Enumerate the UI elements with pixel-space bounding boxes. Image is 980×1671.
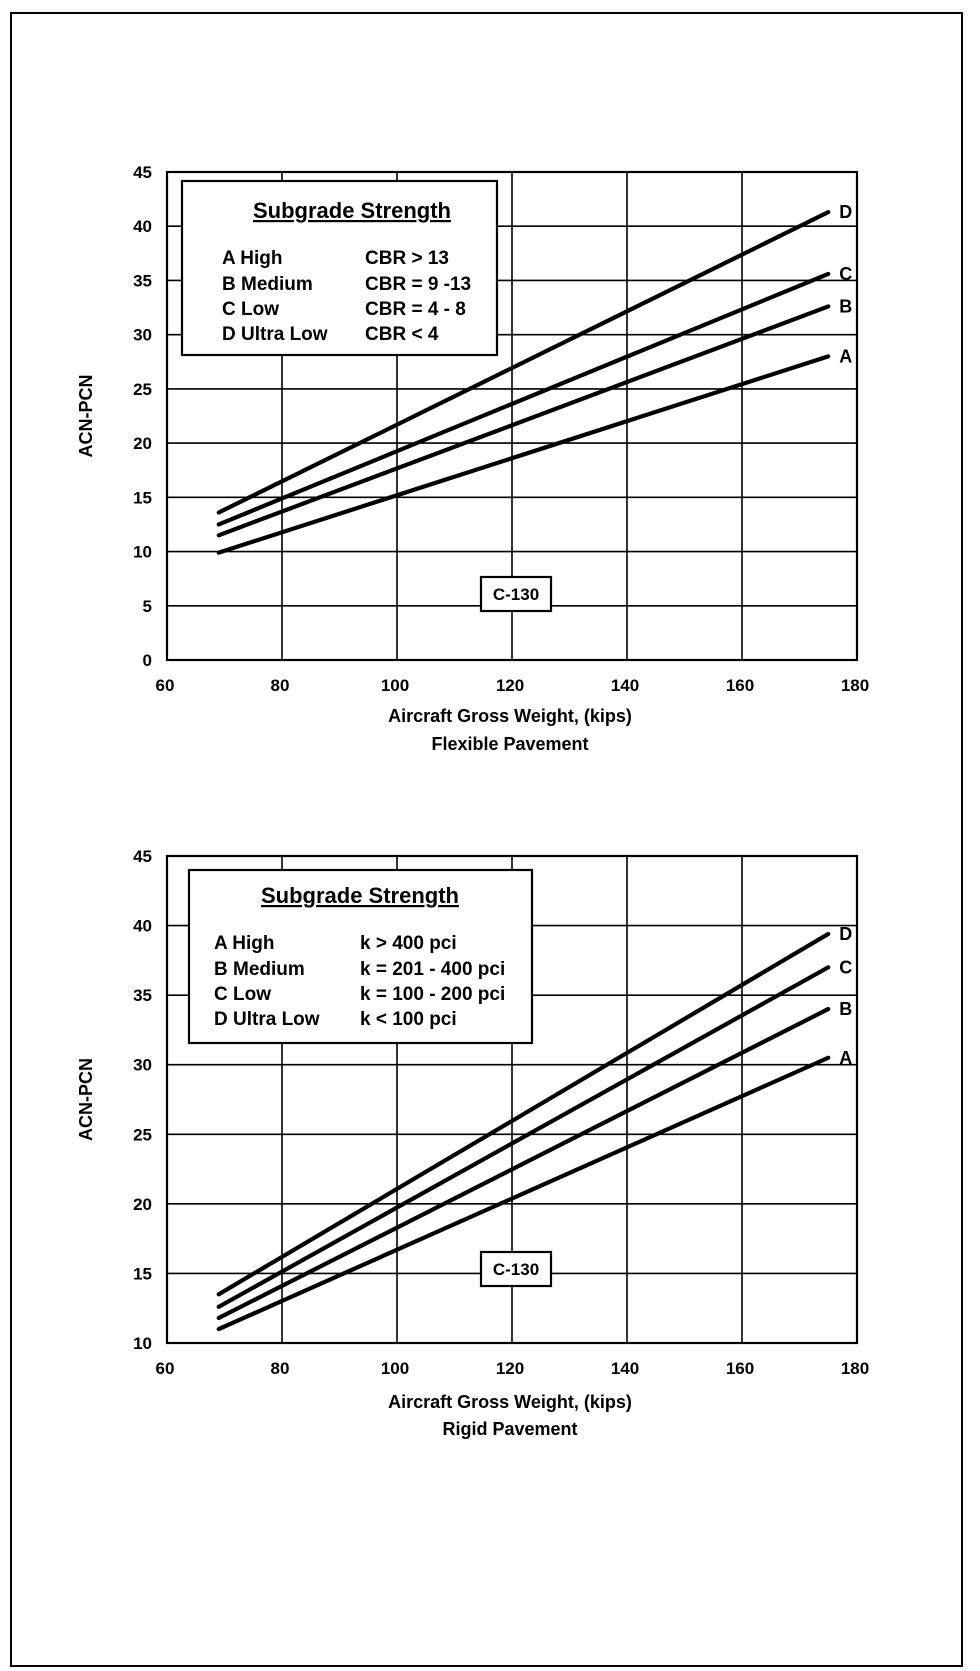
chart-subtitle: Flexible Pavement: [431, 734, 588, 754]
legend-criterion: CBR = 4 - 8: [365, 299, 466, 320]
legend-criterion: k = 201 - 400 pci: [360, 959, 505, 980]
series-label-d: D: [839, 924, 852, 944]
series-label-b: B: [839, 296, 852, 316]
chart-subtitle: Rigid Pavement: [442, 1419, 577, 1439]
x-tick-label: 180: [841, 676, 869, 695]
series-label-d: D: [839, 202, 852, 222]
y-tick-label: 40: [133, 217, 152, 236]
chart-2: 10 15 20 25 30 35 40 45 60 80 100 120 140 160 180 Aircr…: [76, 847, 869, 1439]
legend-criterion: CBR > 13: [365, 248, 449, 269]
aircraft-tag-box: [479, 575, 553, 613]
legend-title: Subgrade Strength: [261, 883, 459, 908]
legend-class: C Low: [222, 299, 279, 320]
legend-box: [180, 179, 499, 357]
aircraft-tag-box: [479, 1250, 553, 1288]
x-tick-label: 180: [841, 1359, 869, 1378]
legend-class: A High: [222, 248, 283, 269]
y-tick-label: 45: [133, 163, 152, 182]
x-tick-label: 80: [271, 676, 290, 695]
legend-class: C Low: [214, 984, 271, 1005]
legend-class: D Ultra Low: [222, 324, 328, 345]
x-tick-label: 120: [496, 1359, 524, 1378]
legend-criterion: k < 100 pci: [360, 1009, 457, 1030]
legend-criterion: CBR < 4: [365, 324, 439, 345]
x-axis-label: Aircraft Gross Weight, (kips): [388, 1392, 632, 1412]
x-tick-label: 160: [726, 1359, 754, 1378]
plot-area: [165, 170, 859, 662]
series-label-a: A: [839, 1048, 852, 1068]
y-tick-label: 15: [133, 1264, 152, 1283]
series-line-c: [216, 271, 831, 527]
y-tick-label: 15: [133, 488, 152, 507]
y-tick-label: 40: [133, 917, 152, 936]
series-line-a: [216, 1055, 831, 1332]
y-tick-label: 5: [143, 597, 152, 616]
aircraft-tag-label: C-130: [493, 1260, 539, 1279]
series-line-b: [216, 304, 831, 538]
legend-class: D Ultra Low: [214, 1009, 320, 1030]
y-tick-label: 30: [133, 1056, 152, 1075]
x-tick-label: 80: [271, 1359, 290, 1378]
x-tick-label: 60: [156, 1359, 175, 1378]
y-tick-label: 30: [133, 326, 152, 345]
series-line-c: [216, 965, 831, 1309]
series-line-d: [216, 931, 831, 1297]
y-tick-label: 10: [133, 1334, 152, 1353]
legend: Subgrade Strength A High k > 400 pci B Medi…: [187, 868, 534, 1045]
y-axis-label: ACN-PCN: [76, 375, 96, 458]
x-tick-label: 140: [611, 1359, 639, 1378]
legend: Subgrade Strength A High CBR > 13 B Medium C…: [180, 179, 499, 357]
series-line-a: [216, 354, 831, 555]
y-tick-label: 35: [133, 986, 152, 1005]
y-tick-label: 0: [143, 651, 152, 670]
chart-1: 0 5 10 15 20 25 30 35 40 45 60 80 100 120 140 160 180 Air…: [76, 163, 869, 754]
y-tick-label: 25: [133, 1125, 152, 1144]
plot-area: [165, 854, 859, 1345]
x-axis-label: Aircraft Gross Weight, (kips): [388, 706, 632, 726]
legend-box: [187, 868, 534, 1045]
y-tick-label: 20: [133, 434, 152, 453]
y-tick-label: 35: [133, 271, 152, 290]
y-tick-label: 20: [133, 1195, 152, 1214]
x-tick-label: 140: [611, 676, 639, 695]
y-tick-label: 45: [133, 847, 152, 866]
x-tick-label: 100: [381, 676, 409, 695]
x-tick-label: 160: [726, 676, 754, 695]
series-line-d: [216, 210, 831, 515]
series-label-b: B: [839, 999, 852, 1019]
y-tick-label: 10: [133, 543, 152, 562]
page-frame: [10, 12, 963, 1667]
legend-class: B Medium: [222, 274, 313, 295]
legend-class: A High: [214, 933, 275, 954]
legend-class: B Medium: [214, 959, 305, 980]
x-tick-label: 120: [496, 676, 524, 695]
x-tick-label: 100: [381, 1359, 409, 1378]
series-label-c: C: [839, 264, 852, 284]
legend-criterion: CBR = 9 -13: [365, 274, 471, 295]
legend-criterion: k = 100 - 200 pci: [360, 984, 505, 1005]
series-label-a: A: [839, 346, 852, 366]
x-tick-label: 60: [156, 676, 175, 695]
series-label-c: C: [839, 957, 852, 977]
aircraft-tag-label: C-130: [493, 585, 539, 604]
series-line-b: [216, 1006, 831, 1321]
legend-title: Subgrade Strength: [253, 198, 451, 223]
legend-criterion: k > 400 pci: [360, 933, 457, 954]
y-axis-label: ACN-PCN: [76, 1058, 96, 1141]
y-tick-label: 25: [133, 380, 152, 399]
